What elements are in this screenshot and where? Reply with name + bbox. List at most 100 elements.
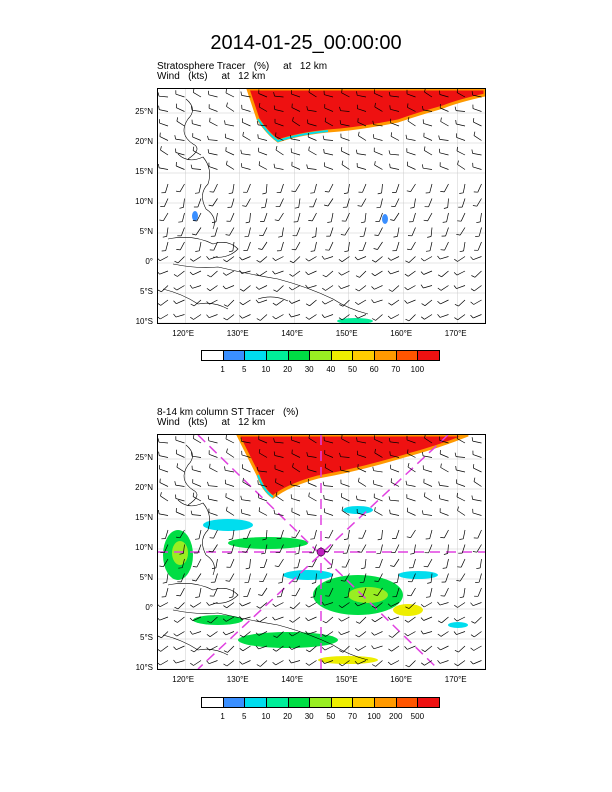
wind-barb [230,212,235,222]
wind-barb-flag [306,164,308,169]
wind-barb [261,241,268,250]
colorbar-label: 70 [391,365,401,374]
wind-barb [443,529,449,539]
wind-barb [373,299,383,304]
lat-tick-label: 5°N [139,573,153,582]
colorbar-label: 5 [242,365,247,374]
wind-barb-flag [470,256,474,260]
wind-barb [324,498,334,502]
wind-barb [423,136,433,141]
wind-barb-flag [339,466,342,471]
wind-barb [410,529,416,538]
wind-barb [373,483,383,487]
wind-barb [373,137,383,141]
wind-barb [457,164,466,170]
wind-barb [345,558,350,568]
wind-barb-flag [358,131,360,136]
wind-barb-flag [324,191,329,193]
wind-barb-flag [190,662,194,666]
wind-barb-flag [438,148,441,153]
wind-barb [265,183,268,194]
wind-barb-flag [374,161,376,166]
wind-barb-flag [189,630,193,635]
wind-barb [295,241,301,251]
wind-barb [241,499,251,502]
wind-barb-flag [437,314,441,318]
wind-barb-flag [192,89,195,93]
wind-barb-flag [192,579,197,582]
wind-barb-flag [442,221,447,223]
wind-barb [275,495,284,502]
wind-barb-flag [194,192,200,194]
wind-barb [461,198,466,208]
wind-barb [181,212,185,222]
colorbar-swatch [374,350,397,361]
wind-barb [324,152,334,156]
wind-barb [192,285,202,289]
wind-barb [274,455,284,458]
wind-barb-flag [311,236,316,238]
wind-barb [208,94,218,98]
wind-barb-flag [158,105,160,110]
colorbar-label: 5 [242,712,247,721]
colorbar-label: 500 [410,712,425,721]
wind-barb [314,241,317,251]
wind-barb-flag [344,596,349,599]
wind-barb-flag [359,235,364,238]
wind-barb [378,227,383,236]
wind-barb [324,453,334,458]
wind-barb-flag [372,664,376,667]
wind-barb-flag [324,463,327,468]
wind-barb [424,602,433,608]
wind-barb [411,573,416,582]
wind-barb [342,660,350,667]
wind-barb-flag [310,596,315,598]
wind-barb-flag [288,646,292,650]
wind-barb-flag [240,495,242,500]
wind-barb [276,631,284,638]
wind-barb [423,109,433,112]
wind-barb [408,660,416,668]
wind-barb [181,558,185,568]
wind-barb-flag [294,553,299,555]
wind-barb-flag [354,315,359,319]
wind-barb-flag [323,494,325,500]
wind-barb-flag [427,236,432,238]
wind-barb-flag [239,615,243,620]
wind-barb-flag [192,435,195,439]
wind-barb [192,496,202,502]
wind-barb-flag [338,631,342,635]
lat-tick-label: 25°N [135,453,153,462]
wind-barb [373,470,383,473]
wind-barb [274,441,284,444]
wind-barb [180,227,185,237]
wind-barb [308,482,317,487]
wind-barb-flag [354,647,359,651]
wind-barb-flag [389,451,391,456]
wind-barb [260,660,268,667]
wind-barb [323,485,334,487]
wind-barb-flag [206,288,211,291]
wind-barb-flag [272,616,276,621]
wind-barb [242,256,251,261]
wind-barb [241,616,251,620]
wind-barb [357,467,367,473]
wind-barb [175,138,185,141]
wind-barb [458,645,466,653]
colorbar-swatch [417,697,440,708]
wind-barb-flag [372,318,376,321]
wind-barb-flag [453,285,457,289]
wind-barb-flag [255,645,259,650]
wind-barb [407,645,416,650]
wind-barb [197,544,202,554]
wind-barb-flag [306,452,308,457]
wind-barb [456,483,466,487]
wind-barb-flag [341,506,344,511]
wind-barb-flag [258,507,260,512]
wind-barb [357,499,367,502]
wind-barb [444,241,449,251]
panel2-tracer-patches [163,506,468,664]
wind-barb-flag [388,91,391,96]
wind-barb-flag [290,480,292,485]
lon-tick-label: 170°E [444,675,467,684]
